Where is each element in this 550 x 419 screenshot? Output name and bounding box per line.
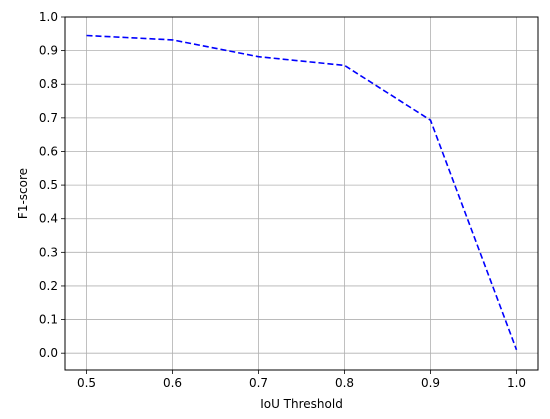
x-tick-label: 1.0 <box>507 376 526 390</box>
y-tick-label: 0.1 <box>39 313 58 327</box>
x-tick-label: 0.5 <box>77 376 96 390</box>
y-tick-label: 0.8 <box>39 77 58 91</box>
x-axis-ticks: 0.5 0.6 0.7 0.8 0.9 1.0 <box>77 370 526 390</box>
x-axis-label: IoU Threshold <box>260 397 343 411</box>
y-tick-label: 0.5 <box>39 178 58 192</box>
series-line <box>86 34 518 351</box>
grid-lines <box>65 16 538 370</box>
y-tick-label: 0.0 <box>39 346 58 360</box>
y-tick-label: 0.6 <box>39 144 58 158</box>
y-tick-label: 1.0 <box>39 10 58 24</box>
y-tick-label: 0.3 <box>39 245 58 259</box>
plot-frame <box>64 16 539 371</box>
y-tick-label: 0.9 <box>39 44 58 58</box>
series-layer <box>86 34 518 351</box>
y-tick-label: 0.7 <box>39 111 58 125</box>
x-tick-label: 0.8 <box>335 376 354 390</box>
x-tick-label: 0.9 <box>421 376 440 390</box>
x-tick-label: 0.7 <box>249 376 268 390</box>
y-axis-ticks: 0.0 0.1 0.2 0.3 0.4 0.5 0.6 0.7 0.8 0.9 1.0 <box>39 10 65 360</box>
y-tick-label: 0.2 <box>39 279 58 293</box>
y-tick-label: 0.4 <box>39 212 58 226</box>
y-axis-label: F1-score <box>16 168 30 219</box>
x-tick-label: 0.6 <box>163 376 182 390</box>
